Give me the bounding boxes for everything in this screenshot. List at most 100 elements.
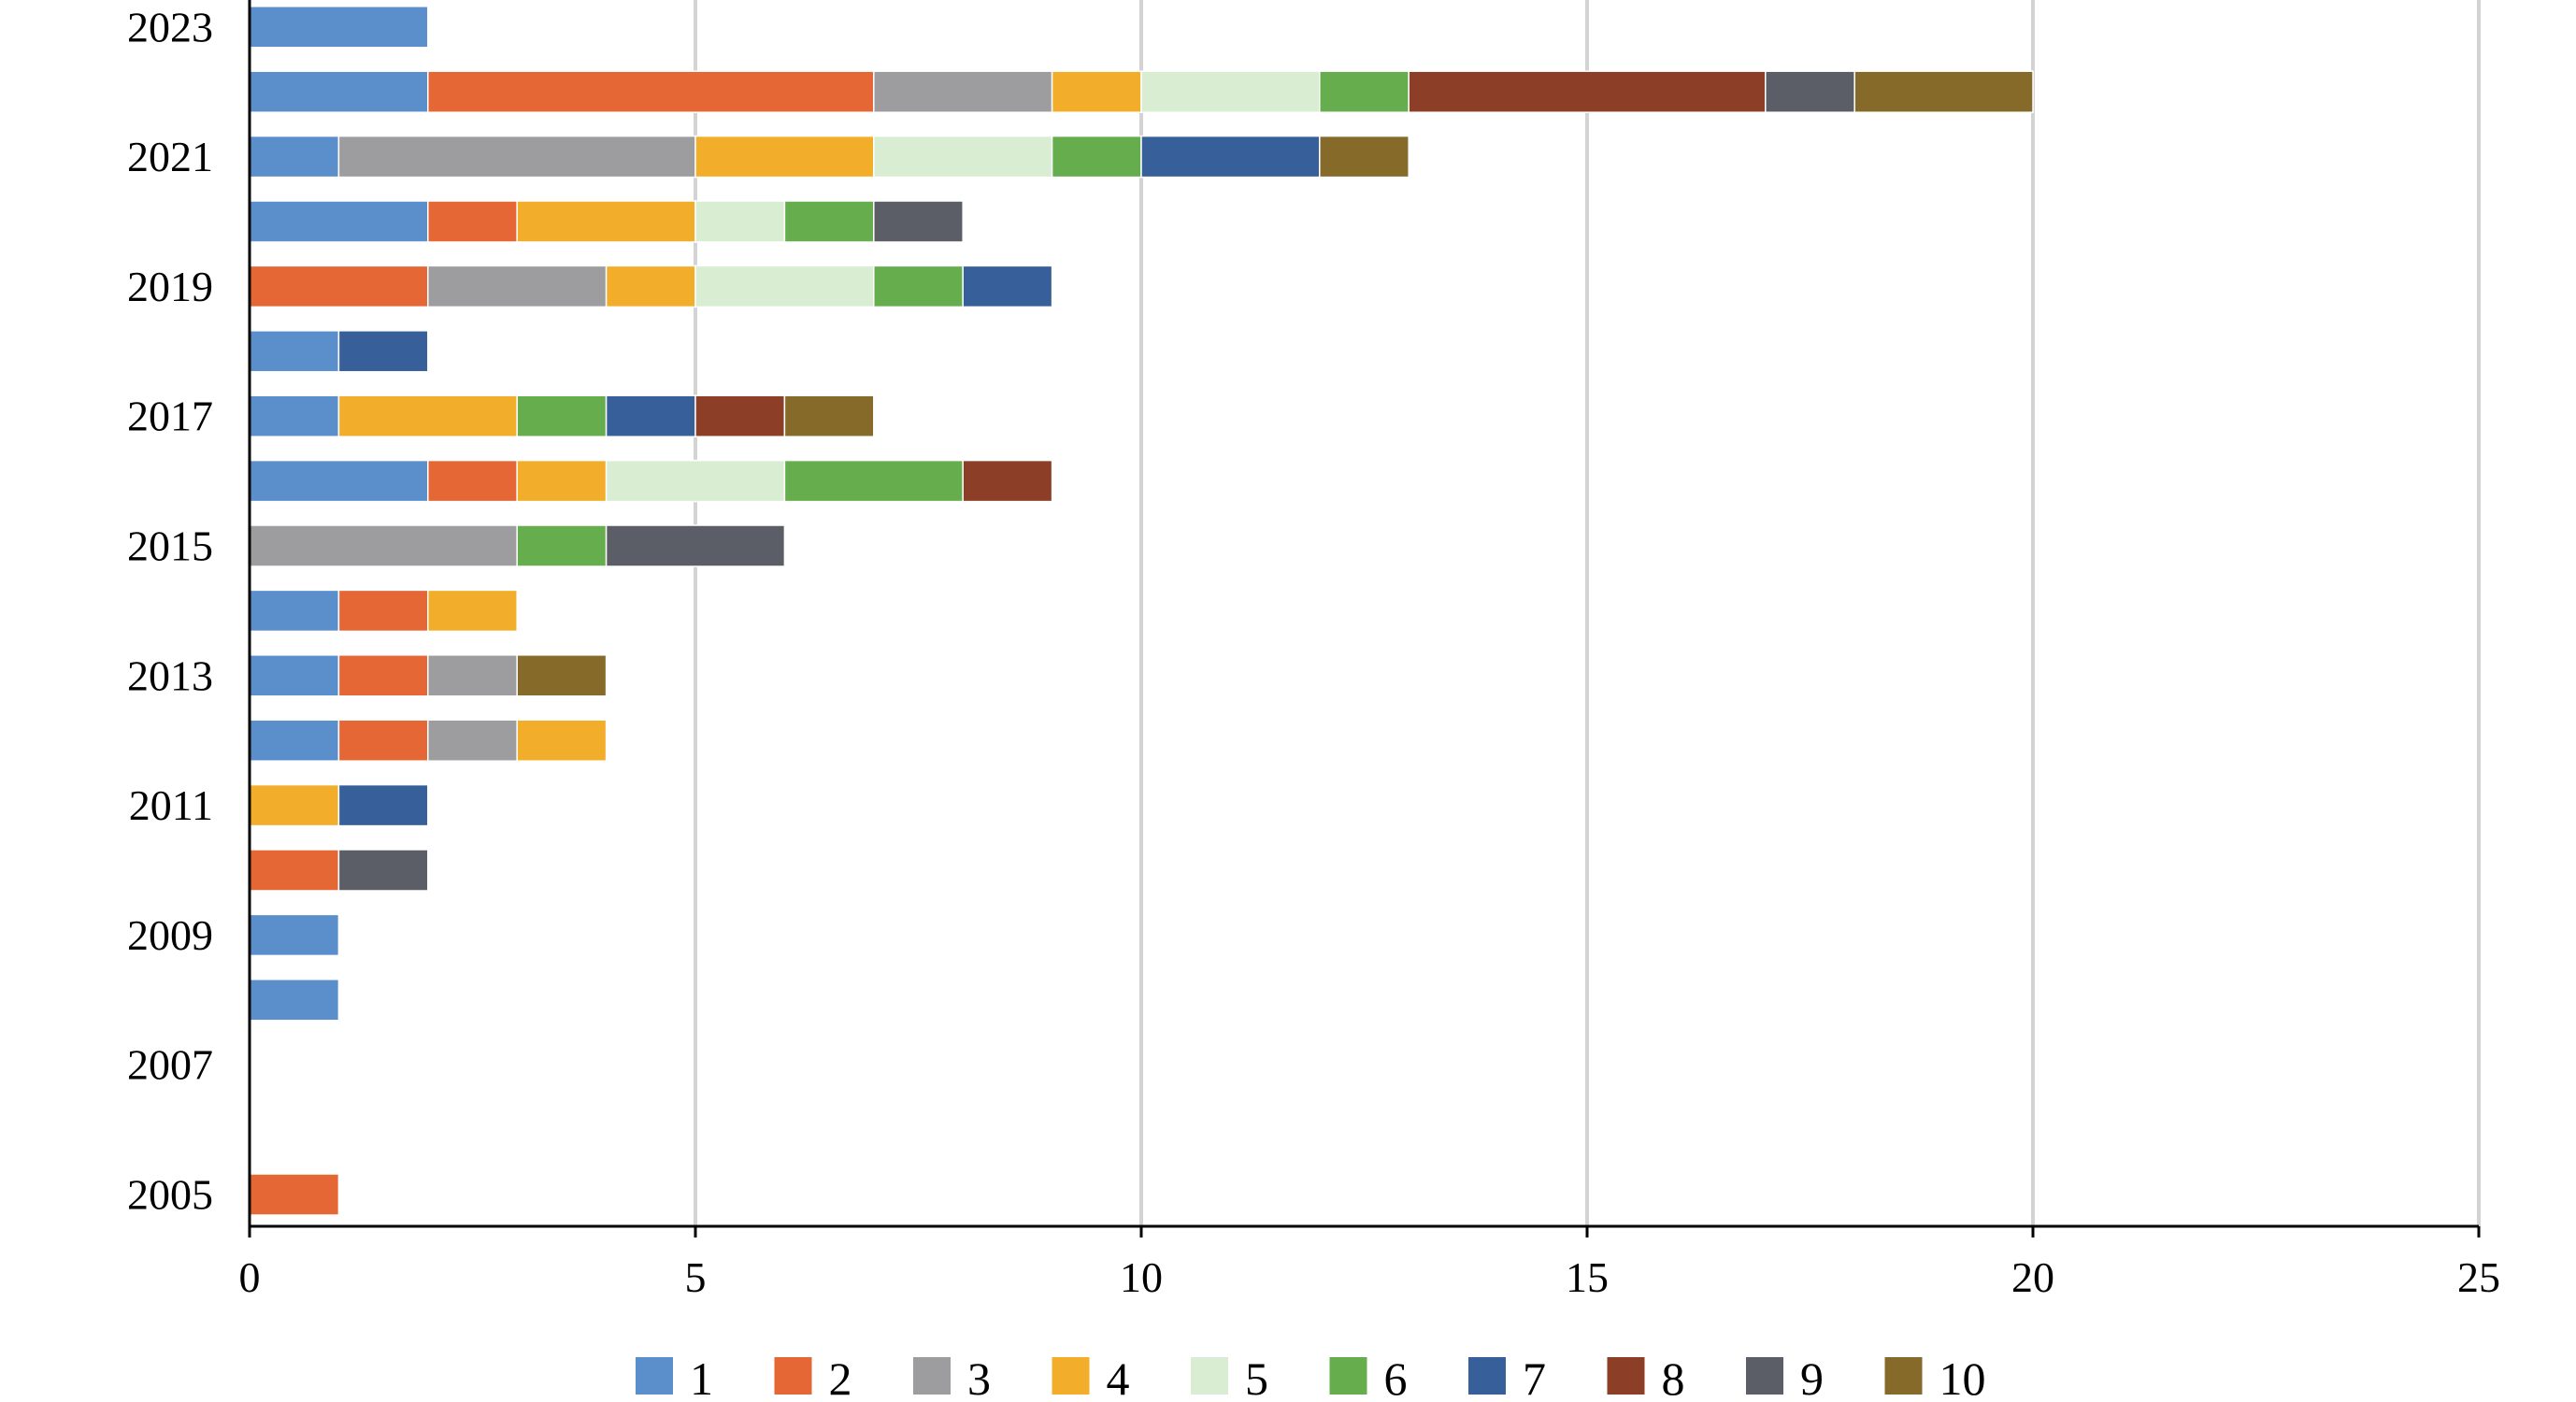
legend-swatch-8 [1607, 1357, 1645, 1395]
bar-2022-series-4 [1051, 70, 1142, 113]
bar-2023-series-1 [249, 6, 429, 49]
legend-swatch-7 [1468, 1357, 1506, 1395]
legend-label-9: 9 [1800, 1352, 1824, 1402]
y-tick-label: 2023 [127, 3, 213, 50]
bar-2019-series-7 [962, 265, 1053, 308]
y-tick-label: 2019 [127, 263, 213, 310]
legend-label-4: 4 [1107, 1352, 1130, 1402]
bar-2010-series-9 [337, 849, 429, 892]
legend-label-6: 6 [1384, 1352, 1408, 1402]
legend-label-2: 2 [829, 1352, 852, 1402]
bar-2022-series-1 [249, 70, 429, 113]
bar-2009-series-1 [249, 913, 340, 957]
bar-2016-series-4 [516, 459, 608, 503]
bar-2016-series-6 [783, 459, 964, 503]
bar-2012-series-2 [337, 719, 429, 762]
bar-2019-series-2 [249, 265, 429, 308]
bar-2020-series-9 [873, 200, 964, 243]
legend: 1 2 3 4 5 6 7 8 9 10 [636, 1352, 1986, 1402]
bar-2015-series-3 [249, 524, 518, 567]
bar-2013-series-3 [427, 654, 518, 697]
bar-2022-series-3 [873, 70, 1053, 113]
bar-2017-series-4 [337, 394, 518, 437]
bar-2015-series-6 [516, 524, 608, 567]
y-tick-label: 2017 [127, 393, 213, 440]
bar-2022-series-10 [1853, 70, 2034, 113]
legend-label-7: 7 [1523, 1352, 1546, 1402]
bar-2016-series-5 [605, 459, 786, 503]
bar-2010-series-2 [249, 849, 340, 892]
legend-swatch-6 [1329, 1357, 1367, 1395]
bar-2021-series-4 [694, 135, 875, 179]
bar-2012-series-1 [249, 719, 340, 762]
x-axis-tick-labels: 0 5 10 15 20 25 [239, 1253, 2501, 1301]
bar-2021-series-3 [337, 135, 696, 179]
bar-2018-series-1 [249, 330, 340, 373]
bar-2021-series-7 [1140, 135, 1321, 179]
bars [249, 6, 2034, 1216]
bar-2012-series-3 [427, 719, 518, 762]
bar-2016-series-1 [249, 459, 429, 503]
x-tick-label: 25 [2457, 1253, 2500, 1301]
legend-swatch-4 [1052, 1357, 1090, 1395]
bar-2020-series-5 [694, 200, 786, 243]
bar-2021-series-5 [873, 135, 1053, 179]
bar-2005-series-2 [249, 1173, 340, 1216]
bar-2021-series-1 [249, 135, 340, 179]
legend-label-1: 1 [690, 1352, 713, 1402]
bar-2011-series-7 [337, 783, 429, 827]
bar-2016-series-2 [427, 459, 518, 503]
legend-swatch-2 [774, 1357, 812, 1395]
bar-2021-series-6 [1051, 135, 1142, 179]
y-tick-label: 2013 [127, 651, 213, 699]
bar-2022-series-9 [1765, 70, 1855, 113]
legend-label-5: 5 [1245, 1352, 1268, 1402]
bar-2014-series-4 [427, 589, 518, 633]
bar-2019-series-5 [694, 265, 875, 308]
bar-2014-series-1 [249, 589, 340, 633]
bar-2022-series-6 [1319, 70, 1410, 113]
bar-2017-series-7 [605, 394, 696, 437]
bar-2013-series-10 [516, 654, 608, 697]
bar-2019-series-3 [427, 265, 608, 308]
legend-label-8: 8 [1662, 1352, 1685, 1402]
y-tick-label: 2011 [129, 781, 213, 829]
bar-2015-series-9 [605, 524, 786, 567]
bar-2022-series-2 [427, 70, 875, 113]
legend-label-3: 3 [967, 1352, 991, 1402]
bar-2020-series-4 [516, 200, 696, 243]
bar-2011-series-4 [249, 783, 340, 827]
legend-label-10: 10 [1939, 1352, 1986, 1402]
y-tick-label: 2015 [127, 522, 213, 570]
axes [248, 0, 2481, 1237]
x-tick-label: 20 [2011, 1253, 2054, 1301]
y-axis-tick-labels: 2005 2007 2009 2011 2013 2015 2017 2019 2021 2023 [127, 3, 213, 1218]
bar-2013-series-1 [249, 654, 340, 697]
y-tick-label: 2007 [127, 1041, 213, 1089]
x-tick-label: 5 [685, 1253, 707, 1301]
bar-2022-series-8 [1408, 70, 1767, 113]
bar-2017-series-1 [249, 394, 340, 437]
bar-2013-series-2 [337, 654, 429, 697]
bar-2017-series-10 [783, 394, 875, 437]
x-tick-label: 0 [239, 1253, 261, 1301]
x-tick-label: 15 [1566, 1253, 1609, 1301]
bar-2017-series-6 [516, 394, 608, 437]
bar-2018-series-7 [337, 330, 429, 373]
y-tick-label: 2009 [127, 911, 213, 959]
bar-2020-series-6 [783, 200, 875, 243]
y-tick-label: 2005 [127, 1171, 213, 1219]
bar-2016-series-8 [962, 459, 1053, 503]
legend-swatch-5 [1191, 1357, 1228, 1395]
bar-2008-series-1 [249, 979, 340, 1022]
legend-swatch-1 [636, 1357, 673, 1395]
bar-2019-series-6 [873, 265, 964, 308]
legend-swatch-3 [913, 1357, 951, 1395]
y-tick-label: 2021 [127, 133, 213, 180]
bar-2019-series-4 [605, 265, 696, 308]
bar-2021-series-10 [1319, 135, 1410, 179]
legend-swatch-9 [1746, 1357, 1783, 1395]
bar-2012-series-4 [516, 719, 608, 762]
x-tick-label: 10 [1120, 1253, 1163, 1301]
